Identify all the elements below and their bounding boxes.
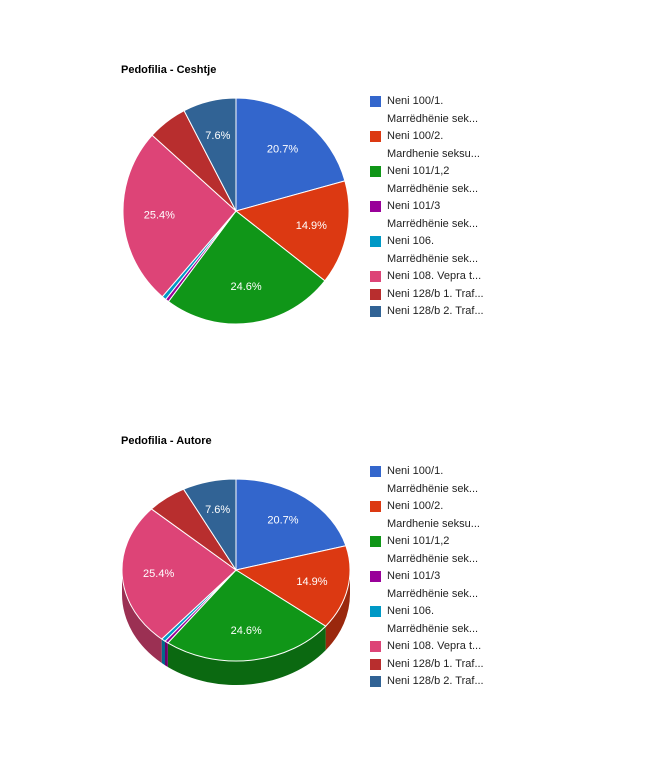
legend-label: Neni 101/1,2 Marrëdhënie sek... — [387, 535, 479, 565]
legend-label: Neni 100/1. Marrëdhënie sek... — [387, 95, 479, 125]
legend-item: Neni 108. Vepra t... — [370, 268, 488, 286]
legend-item: Neni 128/b 1. Traf... — [370, 656, 488, 674]
pie-slice — [167, 210, 326, 325]
value-label: 25.4% — [144, 210, 175, 222]
legend-label: Neni 101/3 Marrëdhënie sek... — [387, 570, 479, 600]
value-label: 14.9% — [296, 220, 327, 232]
legend-swatch — [370, 131, 381, 142]
legend-item: Neni 100/1. Marrëdhënie sek... — [370, 93, 488, 128]
legend-swatch — [370, 536, 381, 547]
legend-swatch — [370, 658, 381, 670]
legend: Neni 100/1. Marrëdhënie sek... Neni 100/2… — [370, 93, 488, 321]
legend-label: Neni 100/2. Mardhenie seksu... — [387, 500, 480, 530]
pie-side — [325, 570, 350, 651]
pie-side — [122, 570, 162, 664]
legend-label: Neni 128/b 1. Traf... — [387, 657, 484, 670]
value-label: 24.6% — [231, 625, 262, 637]
legend-label: Neni 128/b 2. Traf... — [387, 675, 484, 687]
legend-label: Neni 106. Marrëdhënie sek... — [387, 605, 479, 635]
pie-slice — [235, 478, 347, 571]
legend-label: Neni 128/b 2. Traf... — [387, 305, 484, 317]
chart-title: Pedofilia - Autore — [121, 435, 212, 447]
legend-swatch — [370, 201, 381, 212]
legend-item: Neni 100/2. Mardhenie seksu... — [370, 128, 488, 163]
value-label: 20.7% — [267, 144, 298, 156]
value-label: 7.6% — [205, 504, 230, 516]
value-label: 25.4% — [143, 568, 174, 580]
legend-swatch — [370, 96, 381, 107]
pie-slice — [182, 478, 237, 572]
legend-item: Neni 100/1. Marrëdhënie sek... — [370, 463, 488, 498]
value-label: 20.7% — [267, 515, 298, 527]
legend-item: Neni 128/b 2. Traf... — [370, 673, 488, 691]
legend-item: Neni 108. Vepra t... — [370, 638, 488, 656]
legend-swatch — [370, 466, 381, 477]
legend-label: Neni 108. Vepra t... — [387, 270, 482, 282]
legend: Neni 100/1. Marrëdhënie sek... Neni 100/2… — [370, 463, 488, 691]
legend-item: Neni 101/1,2 Marrëdhënie sek... — [370, 533, 488, 568]
legend-label: Neni 100/2. Mardhenie seksu... — [387, 130, 480, 160]
legend-item: Neni 101/1,2 Marrëdhënie sek... — [370, 163, 488, 198]
legend-item: Neni 101/3 Marrëdhënie sek... — [370, 198, 488, 233]
legend-swatch — [370, 501, 381, 512]
legend-swatch — [370, 236, 381, 247]
value-label: 7.6% — [205, 130, 230, 142]
legend-swatch — [370, 676, 381, 687]
legend-swatch — [370, 571, 381, 582]
legend-item: Neni 100/2. Mardhenie seksu... — [370, 498, 488, 533]
legend-label: Neni 128/b 1. Traf... — [387, 287, 484, 300]
legend-swatch — [370, 641, 381, 652]
legend-item: Neni 128/b 1. Traf... — [370, 286, 488, 304]
pie-side — [167, 626, 326, 685]
legend-label: Neni 108. Vepra t... — [387, 640, 482, 652]
legend-swatch — [370, 271, 381, 282]
pie-slice — [167, 569, 327, 662]
legend-item: Neni 106. Marrëdhënie sek... — [370, 233, 488, 268]
pie-side — [165, 641, 168, 667]
legend-swatch — [370, 288, 381, 300]
pie-side — [161, 639, 166, 666]
value-label: 24.6% — [231, 281, 262, 293]
legend-item: Neni 128/b 2. Traf... — [370, 303, 488, 321]
legend-swatch — [370, 606, 381, 617]
chart-title: Pedofilia - Ceshtje — [121, 64, 216, 76]
pie-slice — [122, 134, 237, 298]
value-label: 14.9% — [296, 576, 327, 588]
legend-item: Neni 106. Marrëdhënie sek... — [370, 603, 488, 638]
legend-label: Neni 101/3 Marrëdhënie sek... — [387, 200, 479, 230]
legend-swatch — [370, 306, 381, 317]
legend-label: Neni 100/1. Marrëdhënie sek... — [387, 465, 479, 495]
pie-slice — [234, 180, 350, 282]
legend-item: Neni 101/3 Marrëdhënie sek... — [370, 568, 488, 603]
legend-label: Neni 106. Marrëdhënie sek... — [387, 235, 479, 265]
legend-swatch — [370, 166, 381, 177]
pie-slice — [121, 508, 237, 640]
legend-label: Neni 101/1,2 Marrëdhënie sek... — [387, 165, 479, 195]
pie-slice — [183, 97, 237, 212]
pie-slice — [235, 97, 346, 212]
pie-slice — [234, 545, 351, 627]
